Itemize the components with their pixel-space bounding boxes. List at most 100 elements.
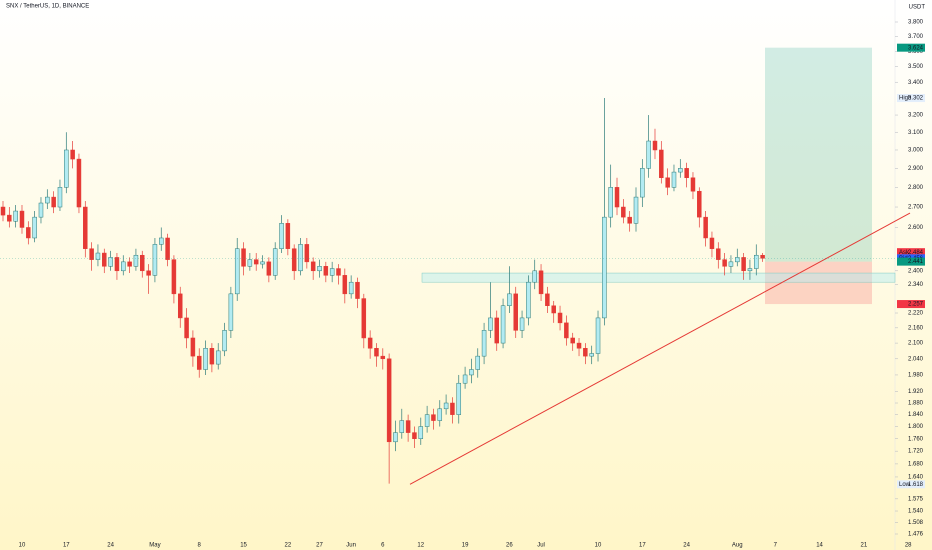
candle-body — [747, 268, 753, 272]
low-value: 1.618 — [908, 482, 924, 488]
candle-body — [716, 248, 721, 260]
x-tick-label: 28 — [905, 543, 912, 549]
candle-body — [684, 168, 689, 179]
candle-body — [159, 237, 164, 245]
x-tick-label: 14 — [816, 543, 823, 549]
x-tick-label: 7 — [774, 543, 778, 549]
entry-value: 2.441 — [908, 259, 924, 265]
candle-body — [348, 281, 354, 295]
candle-body — [222, 330, 227, 352]
candle-body — [114, 257, 120, 272]
candle-body — [196, 355, 202, 370]
candle-body — [443, 402, 449, 410]
candle-body — [557, 312, 563, 324]
candle-body — [171, 259, 177, 295]
candle-body — [13, 210, 18, 222]
candle-body — [298, 244, 303, 272]
y-tick-label: 1.760 — [908, 436, 924, 442]
y-tick-label: 1.800 — [908, 424, 924, 430]
candle-body — [323, 266, 329, 276]
x-tick-label: May — [149, 543, 160, 549]
y-tick-label: 2.040 — [908, 356, 924, 362]
y-tick-label: 3.700 — [908, 34, 924, 40]
candle-body — [7, 214, 12, 222]
candle-body — [203, 348, 208, 370]
chart-title: SNX / TetherUS, 1D, BINANCE — [6, 4, 89, 10]
y-tick-label: 2.600 — [908, 225, 924, 231]
x-tick-label: 10 — [19, 543, 26, 549]
candle-body — [70, 149, 75, 160]
candle-body — [241, 248, 246, 267]
candle-body — [589, 353, 594, 357]
candle-body — [608, 187, 613, 218]
ask-badge — [897, 248, 925, 257]
trendline — [409, 212, 911, 485]
candle-body — [399, 420, 405, 433]
candle-body — [57, 187, 63, 208]
candle-body — [380, 355, 386, 360]
candle-body — [481, 330, 487, 357]
target-zone — [765, 47, 872, 262]
candle-body — [570, 337, 575, 344]
candle-body — [89, 248, 94, 260]
candle-body — [386, 358, 392, 443]
candle-body — [621, 206, 626, 218]
candle-body — [152, 244, 158, 276]
candle-body — [367, 337, 373, 349]
candle-body — [494, 317, 499, 344]
candle-body — [564, 322, 569, 339]
candle-body — [374, 348, 379, 357]
candle-body — [437, 408, 443, 421]
x-tick-label: 21 — [861, 543, 868, 549]
candle-body — [260, 261, 265, 265]
y-tick-label: 1.980 — [908, 373, 924, 379]
ask-label: Ask — [899, 250, 910, 256]
candle-body — [627, 216, 632, 224]
y-tick-label: 2.160 — [908, 325, 924, 331]
candle-body — [633, 196, 639, 224]
candle-body — [140, 254, 145, 272]
y-tick-label: 3.000 — [908, 148, 924, 154]
y-tick-label: 3.500 — [908, 64, 924, 70]
candle-body — [355, 281, 360, 299]
plot: 3.800 3.700 3.600 3.500 3.400 3.200 3.100 3.000… — [0, 20, 925, 549]
candle-body — [456, 382, 462, 415]
candle-body — [234, 248, 240, 295]
candle-body — [102, 252, 107, 267]
candle-body — [317, 266, 322, 272]
candle-body — [310, 261, 316, 272]
x-tick-label: Jul — [537, 543, 545, 549]
candle-body — [342, 275, 348, 295]
y-tick-label: 1.840 — [908, 412, 924, 418]
y-tick-label: 2.800 — [908, 185, 924, 191]
candle-body — [412, 432, 417, 439]
candle-body — [424, 414, 430, 427]
candle-body — [652, 140, 658, 151]
candle-body — [291, 248, 297, 272]
x-tick-label: Jun — [346, 543, 356, 549]
candle-body — [215, 350, 221, 365]
y-tick-label: 2.340 — [908, 282, 924, 288]
candle-body — [266, 261, 272, 276]
target-value: 3.624 — [908, 45, 924, 51]
candle-body — [393, 432, 398, 443]
high-badge — [897, 94, 925, 103]
x-tick-label: 24 — [683, 543, 690, 549]
ask-value: 2.484 — [908, 250, 924, 256]
y-tick-label: 1.540 — [908, 509, 924, 515]
candle-body — [659, 149, 664, 179]
low-badge — [897, 480, 925, 489]
candle-body — [722, 259, 727, 267]
candle-body — [760, 254, 765, 259]
y-tick-label: 3.400 — [908, 80, 924, 86]
y-tick-label: 2.400 — [908, 268, 924, 274]
y-tick-label: 2.100 — [908, 341, 924, 347]
candle-body — [209, 348, 215, 365]
y-tick-label: 1.680 — [908, 461, 924, 467]
candle-body — [526, 281, 531, 319]
y-tick-label: 3.800 — [908, 20, 924, 26]
candle-body — [121, 261, 126, 272]
candle-body — [462, 374, 468, 384]
candle-body — [336, 268, 341, 276]
candle-body — [728, 261, 734, 267]
